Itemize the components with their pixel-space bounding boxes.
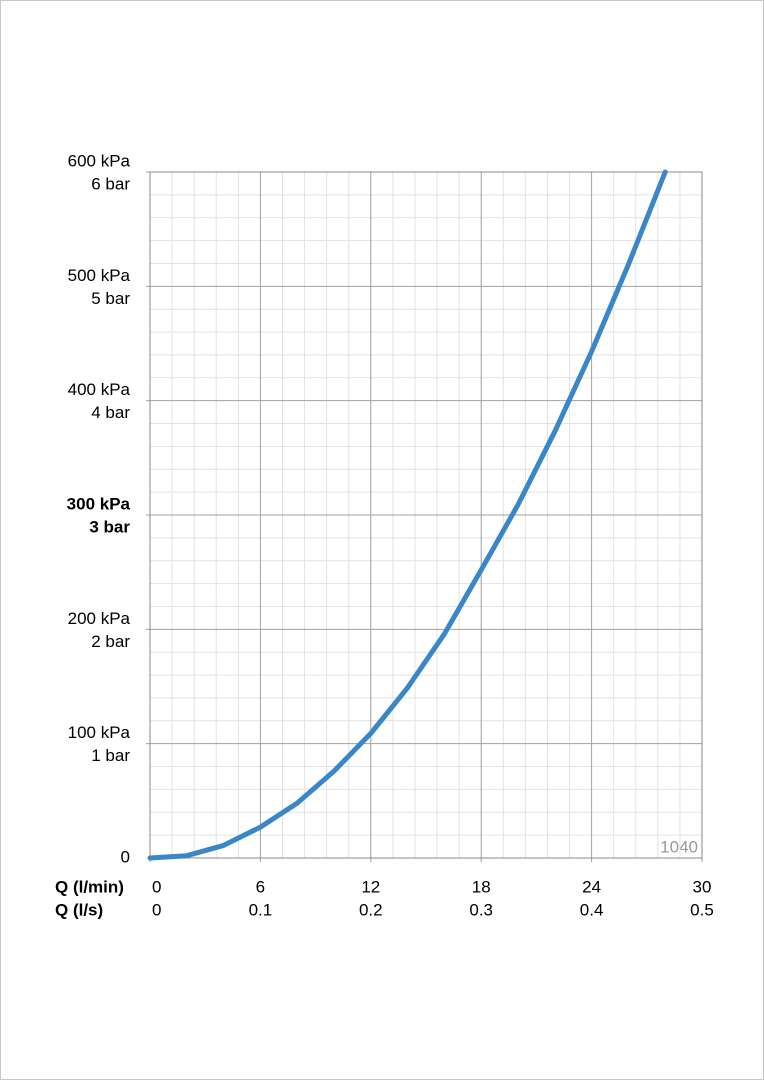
- x-tick-label: 18: [472, 877, 491, 896]
- x2-tick-label: 0.4: [580, 900, 604, 919]
- y-tick-label: 200 kPa: [68, 609, 131, 628]
- y-tick-label: 500 kPa: [68, 266, 131, 285]
- y2-tick-label: 5 bar: [91, 289, 130, 308]
- y-tick-label: 0: [121, 847, 130, 866]
- y2-tick-label: 1 bar: [91, 746, 130, 765]
- data-line: [147, 169, 668, 861]
- x2-axis-label: Q (l/s): [55, 900, 103, 919]
- y2-tick-label: 2 bar: [91, 632, 130, 651]
- x-tick-label: 0: [152, 877, 161, 896]
- y-tick-label: 600 kPa: [68, 151, 131, 170]
- x-axis-label: Q (l/min): [55, 877, 124, 896]
- x-tick-label: 12: [361, 877, 380, 896]
- y2-tick-label: 4 bar: [91, 403, 130, 422]
- x2-tick-label: 0.2: [359, 900, 383, 919]
- x-tick-label: 24: [582, 877, 601, 896]
- y-tick-label: 100 kPa: [68, 723, 131, 742]
- plot-frame: [149, 171, 703, 859]
- y2-tick-label: 6 bar: [91, 174, 130, 193]
- x2-tick-label: 0: [152, 900, 161, 919]
- x2-tick-label: 0.5: [690, 900, 714, 919]
- y2-tick-label: 3 bar: [89, 517, 130, 536]
- x-tick-label: 30: [693, 877, 712, 896]
- y-tick-label: 400 kPa: [68, 380, 131, 399]
- annotation: 1040: [660, 837, 698, 856]
- x2-tick-label: 0.3: [469, 900, 493, 919]
- x-tick-label: 6: [256, 877, 265, 896]
- x2-tick-label: 0.1: [249, 900, 273, 919]
- y-tick-label: 300 kPa: [67, 494, 131, 513]
